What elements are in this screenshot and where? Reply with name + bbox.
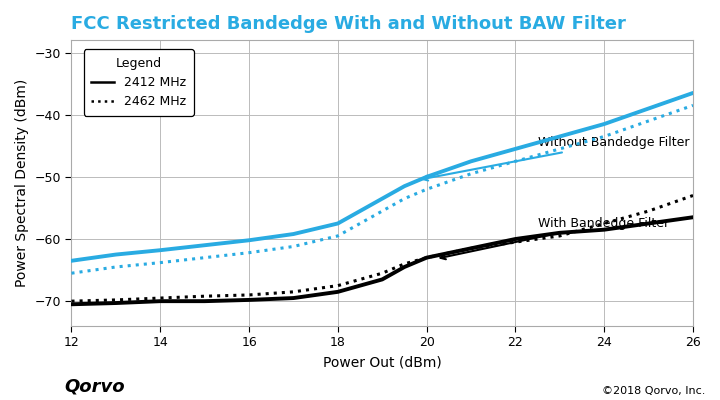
- X-axis label: Power Out (dBm): Power Out (dBm): [323, 355, 441, 369]
- Legend: 2412 MHz, 2462 MHz: 2412 MHz, 2462 MHz: [84, 49, 194, 116]
- Text: Qorvo: Qorvo: [65, 378, 125, 396]
- Text: ©2018 Qorvo, Inc.: ©2018 Qorvo, Inc.: [602, 386, 706, 396]
- Text: FCC Restricted Bandedge With and Without BAW Filter: FCC Restricted Bandedge With and Without…: [71, 15, 626, 33]
- Text: Without Bandedge Filter: Without Bandedge Filter: [423, 136, 689, 180]
- Y-axis label: Power Spectral Density (dBm): Power Spectral Density (dBm): [15, 79, 29, 287]
- Text: With Bandedge Filter: With Bandedge Filter: [441, 217, 669, 259]
